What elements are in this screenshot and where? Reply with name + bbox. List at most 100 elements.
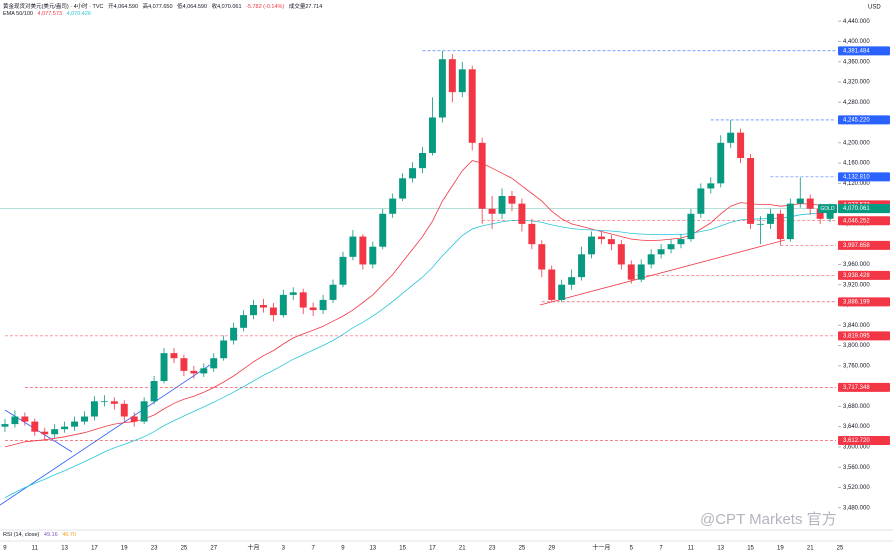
y-tick-label: 4,160.000	[843, 161, 870, 167]
candle-body	[428, 117, 436, 153]
symbol-tag-bg	[818, 204, 837, 214]
candle-body	[826, 208, 834, 219]
candle-body	[588, 236, 595, 255]
candle-body	[558, 284, 566, 300]
overlay-lines	[0, 50, 836, 441]
y-tick-label: 3,680.000	[843, 404, 870, 410]
y-tick-label: 3,560.000	[843, 465, 870, 471]
candle-body	[747, 158, 755, 224]
candle-body	[170, 353, 178, 359]
y-tick-label: 3,640.000	[843, 424, 870, 430]
level-tag	[838, 216, 890, 226]
y-tick-label: 4,360.000	[843, 59, 870, 65]
candle-body	[657, 249, 665, 255]
candle-body	[120, 403, 128, 417]
candle-body	[259, 304, 267, 308]
candle-body	[31, 421, 39, 432]
ema-label: EMA 50/100	[3, 11, 33, 17]
candle-body	[478, 142, 486, 209]
candle-body	[41, 431, 49, 435]
rsi-label: RSI (14, close)	[3, 532, 40, 538]
x-tick-label: 十月	[247, 544, 259, 552]
candle-body	[389, 198, 397, 214]
candle-body	[11, 416, 19, 425]
symbol-tag: GOLD	[820, 206, 835, 212]
x-tick-label: 19	[121, 546, 128, 552]
header: 黄金现货对美元(美元/盎司) · 4小时 · TVC 开4,064.590 高4…	[3, 2, 325, 10]
candle-body	[707, 183, 715, 189]
candle-body	[419, 152, 426, 169]
ema-line	[4, 160, 831, 448]
candle-body	[448, 59, 456, 93]
symbol: 黄金现货对美元(美元/盎司) · 4小时 · TVC	[3, 4, 104, 10]
candle-body	[100, 401, 108, 403]
y-tick-label: 3,600.000	[843, 444, 870, 450]
level-tag-label: 3,886.199	[843, 299, 870, 305]
marks	[1, 51, 834, 498]
candle-body	[250, 304, 257, 316]
x-tick-label: 19	[777, 546, 784, 552]
level-tag-label: 3,819.095	[843, 333, 870, 339]
y-tick-label: 4,200.000	[843, 140, 870, 146]
level-tag-label: 3,717.348	[843, 385, 870, 391]
y-tick-label: 4,400.000	[843, 39, 870, 45]
candle-body	[150, 381, 158, 402]
candle-body	[637, 264, 645, 280]
last-price-tag-label: 4,070.061	[843, 206, 870, 212]
y-tick-label: 3,960.000	[843, 262, 870, 268]
level-tag	[838, 382, 890, 392]
x-tick-label: 21	[459, 546, 466, 552]
candle-body	[568, 277, 576, 285]
ohlc: 低4,064.590	[177, 4, 208, 10]
candle-body	[309, 307, 317, 311]
candle-body	[597, 236, 605, 240]
candle-body	[90, 401, 98, 417]
candle-body	[359, 236, 367, 265]
candle-body	[796, 198, 804, 204]
x-tick-label: 23	[489, 546, 496, 552]
candle-body	[757, 223, 764, 225]
candle-body	[617, 244, 625, 265]
candle-body	[627, 264, 635, 280]
x-tick-label: 17	[91, 546, 98, 552]
candle-body	[727, 132, 735, 143]
ema-legend: EMA 50/100 4,077.573 4,070.426	[3, 11, 94, 17]
candle-body	[190, 370, 198, 374]
level-tag-label: 3,997.658	[843, 243, 870, 249]
volume: 成交量27.714	[288, 4, 323, 10]
level-tag-label: 4,381.484	[843, 48, 870, 54]
x-tick-label: 15	[399, 546, 406, 552]
rsi-value: 49.16	[43, 532, 58, 538]
candle-body	[697, 188, 705, 214]
rsi-value: 46.70	[62, 532, 76, 538]
candle-body	[130, 416, 138, 422]
level-tag	[838, 46, 890, 56]
y-tick-label: 4,320.000	[843, 80, 870, 86]
candle-body	[607, 239, 615, 245]
x-tick-label: 21	[807, 546, 814, 552]
candle-body	[687, 213, 695, 240]
candle-body	[548, 269, 556, 300]
x-tick-label: 3	[282, 546, 286, 552]
candle-body	[210, 358, 218, 369]
candle-body	[528, 223, 536, 245]
watermark: @CPT Markets 官方	[700, 511, 837, 528]
level-tag	[838, 331, 890, 341]
candle-body	[538, 244, 546, 270]
x-tick-label: 11	[32, 546, 39, 552]
candle-body	[786, 203, 794, 240]
x-tick-label: 25	[181, 546, 188, 552]
candle-body	[240, 315, 248, 328]
ohlc: 收4,070.061	[211, 4, 242, 10]
candle-body	[816, 208, 824, 219]
level-tag	[838, 297, 890, 307]
candle-body	[667, 244, 675, 250]
candle-body	[220, 340, 228, 359]
candle-body	[81, 416, 88, 422]
candle-body	[379, 213, 387, 247]
candle-body	[717, 142, 725, 184]
currency: USD	[868, 5, 881, 11]
level-tag-label: 3,612.720	[843, 438, 870, 444]
x-tick-label: 13	[61, 546, 68, 552]
